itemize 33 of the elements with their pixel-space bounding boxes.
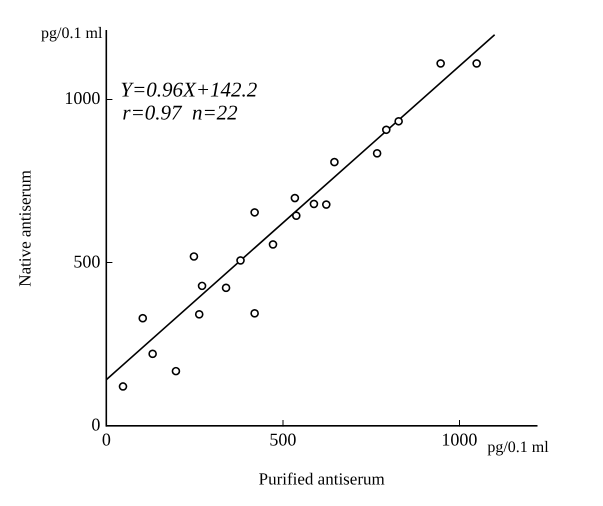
point — [190, 252, 198, 261]
point — [138, 314, 148, 323]
annotation: r=0.97 n=22 — [122, 100, 238, 124]
point — [372, 148, 382, 158]
point — [194, 310, 204, 319]
y-axis-title: Native antiserum — [16, 170, 35, 287]
point — [290, 194, 300, 202]
text: pg/0.1 ml — [41, 25, 103, 42]
annotation: Y=0.96X+142.2 — [120, 77, 258, 102]
point — [310, 200, 318, 208]
point — [250, 309, 259, 318]
x-axis-title: Purified antiserum — [258, 469, 385, 488]
point — [330, 158, 339, 166]
point — [472, 59, 481, 68]
point — [236, 256, 245, 265]
text: pg/0.1 ml — [487, 439, 550, 456]
x-tick-label: 1000 — [441, 430, 478, 450]
y-tick-label: 1000 — [64, 88, 100, 108]
point — [268, 240, 278, 249]
point — [436, 59, 445, 68]
point — [394, 116, 403, 126]
point — [222, 284, 230, 292]
point — [322, 200, 331, 209]
y-tick-label: 500 — [73, 251, 100, 272]
x-tick-label: 500 — [269, 430, 296, 450]
point — [382, 125, 391, 134]
point — [172, 366, 180, 376]
point — [198, 282, 206, 290]
point — [118, 382, 128, 391]
point — [148, 350, 157, 358]
y-tick-label: 0 — [91, 414, 100, 435]
point — [250, 208, 259, 217]
point — [292, 211, 301, 220]
